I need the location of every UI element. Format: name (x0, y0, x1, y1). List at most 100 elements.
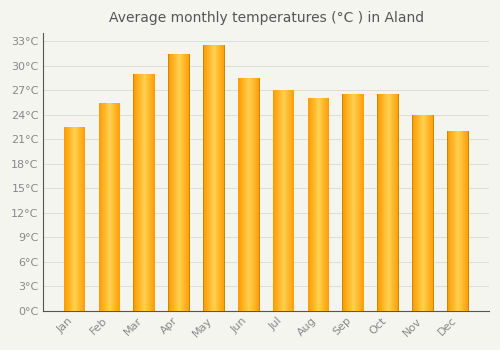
Bar (454, 131, 455, 310)
Bar (356, 94, 357, 310)
Bar (134, 74, 135, 310)
Bar (138, 74, 139, 310)
Bar (358, 94, 359, 310)
Bar (154, 74, 155, 310)
Bar (257, 78, 258, 310)
Bar (346, 94, 347, 310)
Bar (251, 78, 252, 310)
Bar (314, 98, 315, 310)
Bar (74, 127, 75, 310)
Bar (349, 94, 350, 310)
Bar (311, 98, 312, 310)
Bar (98, 103, 99, 310)
Bar (259, 78, 260, 310)
Bar (145, 74, 146, 310)
Bar (182, 54, 183, 310)
Bar (143, 74, 144, 310)
Bar (241, 78, 242, 310)
Bar (178, 54, 179, 310)
Bar (148, 74, 149, 310)
Bar (114, 103, 115, 310)
Bar (142, 74, 143, 310)
Bar (213, 46, 214, 310)
Bar (286, 90, 287, 310)
Bar (151, 74, 152, 310)
Bar (254, 78, 255, 310)
Bar (431, 115, 432, 310)
Bar (105, 103, 106, 310)
Bar (388, 94, 389, 310)
Bar (176, 54, 177, 310)
Bar (312, 98, 313, 310)
Bar (247, 78, 248, 310)
Bar (293, 90, 294, 310)
Bar (84, 127, 85, 310)
Bar (450, 131, 451, 310)
Bar (280, 90, 281, 310)
Bar (111, 103, 112, 310)
Bar (180, 54, 181, 310)
Bar (318, 98, 319, 310)
Bar (168, 54, 169, 310)
Bar (282, 90, 283, 310)
Bar (278, 90, 280, 310)
Bar (259, 78, 260, 310)
Bar (204, 46, 206, 310)
Bar (212, 46, 213, 310)
Bar (79, 127, 80, 310)
Bar (253, 78, 254, 310)
Bar (315, 98, 316, 310)
Bar (244, 78, 245, 310)
Bar (209, 46, 210, 310)
Bar (185, 54, 186, 310)
Bar (290, 90, 291, 310)
Bar (277, 90, 278, 310)
Bar (179, 54, 180, 310)
Bar (83, 127, 84, 310)
Bar (206, 46, 207, 310)
Bar (144, 74, 145, 310)
Bar (420, 115, 421, 310)
Bar (240, 78, 241, 310)
Bar (150, 74, 151, 310)
Bar (324, 98, 325, 310)
Bar (344, 94, 345, 310)
Bar (85, 127, 86, 310)
Bar (322, 98, 323, 310)
Bar (416, 115, 417, 310)
Title: Average monthly temperatures (°C ) in Aland: Average monthly temperatures (°C ) in Al… (108, 11, 424, 25)
Bar (395, 94, 396, 310)
Bar (221, 46, 222, 310)
Bar (414, 115, 415, 310)
Bar (285, 90, 286, 310)
Bar (220, 46, 221, 310)
Bar (242, 78, 243, 310)
Bar (378, 94, 379, 310)
Bar (217, 46, 218, 310)
Bar (77, 127, 78, 310)
Bar (426, 115, 427, 310)
Bar (223, 46, 224, 310)
Bar (457, 131, 458, 310)
Bar (398, 94, 399, 310)
Bar (352, 94, 353, 310)
Bar (359, 94, 360, 310)
Bar (424, 115, 425, 310)
Bar (357, 94, 358, 310)
Bar (360, 94, 361, 310)
Bar (78, 127, 79, 310)
Bar (184, 54, 185, 310)
Bar (428, 115, 429, 310)
Bar (425, 115, 426, 310)
Bar (222, 46, 223, 310)
Bar (394, 94, 395, 310)
Bar (210, 46, 211, 310)
Bar (432, 115, 433, 310)
Bar (429, 115, 430, 310)
Bar (218, 46, 219, 310)
Bar (116, 103, 117, 310)
Bar (136, 74, 137, 310)
Bar (447, 131, 448, 310)
Bar (415, 115, 416, 310)
Bar (355, 94, 356, 310)
